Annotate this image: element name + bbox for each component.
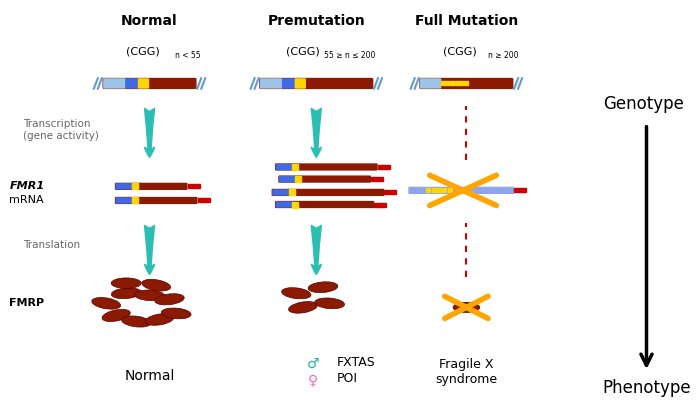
Text: 55 ≥ n ≤ 200: 55 ≥ n ≤ 200 — [325, 51, 376, 60]
Text: (CGG): (CGG) — [126, 47, 160, 57]
Text: POI: POI — [336, 372, 357, 385]
FancyBboxPatch shape — [295, 78, 306, 89]
FancyBboxPatch shape — [279, 175, 371, 183]
Text: mRNA: mRNA — [10, 196, 44, 205]
FancyBboxPatch shape — [260, 78, 283, 89]
Ellipse shape — [315, 298, 345, 309]
Text: Phenotype: Phenotype — [602, 379, 691, 397]
Ellipse shape — [102, 309, 131, 321]
Text: FXTAS: FXTAS — [336, 356, 375, 369]
Ellipse shape — [288, 301, 318, 313]
Ellipse shape — [111, 288, 141, 299]
FancyBboxPatch shape — [275, 163, 378, 171]
FancyBboxPatch shape — [272, 189, 290, 196]
Ellipse shape — [155, 294, 184, 305]
Text: Transcription
(gene activity): Transcription (gene activity) — [23, 119, 98, 141]
FancyBboxPatch shape — [276, 164, 293, 170]
Ellipse shape — [281, 288, 311, 299]
Text: ♂: ♂ — [306, 357, 319, 371]
FancyBboxPatch shape — [103, 78, 197, 89]
FancyBboxPatch shape — [279, 176, 296, 182]
Text: (CGG): (CGG) — [443, 47, 477, 57]
FancyBboxPatch shape — [103, 78, 126, 89]
FancyBboxPatch shape — [115, 183, 188, 190]
Text: n < 55: n < 55 — [175, 51, 200, 60]
FancyBboxPatch shape — [259, 78, 373, 89]
Ellipse shape — [161, 308, 191, 319]
FancyBboxPatch shape — [115, 183, 133, 190]
Text: Full Mutation: Full Mutation — [415, 14, 518, 28]
FancyBboxPatch shape — [115, 197, 198, 204]
Text: FMRP: FMRP — [10, 298, 45, 308]
FancyBboxPatch shape — [272, 189, 385, 196]
Ellipse shape — [453, 302, 480, 312]
Ellipse shape — [91, 297, 121, 309]
Text: Genotype: Genotype — [602, 94, 683, 112]
Ellipse shape — [142, 279, 170, 291]
Text: ♀: ♀ — [308, 373, 318, 387]
FancyBboxPatch shape — [138, 78, 149, 89]
FancyBboxPatch shape — [115, 197, 133, 204]
Text: Normal: Normal — [124, 369, 174, 383]
Ellipse shape — [111, 278, 141, 288]
Text: Premutation: Premutation — [267, 14, 365, 28]
Text: Normal: Normal — [121, 14, 178, 28]
Ellipse shape — [135, 290, 165, 301]
FancyBboxPatch shape — [419, 78, 514, 89]
Text: FMR1: FMR1 — [10, 181, 45, 191]
Text: Fragile X
syndrome: Fragile X syndrome — [436, 358, 498, 386]
Text: Translation: Translation — [23, 240, 80, 250]
FancyBboxPatch shape — [276, 201, 293, 208]
FancyBboxPatch shape — [282, 78, 295, 89]
FancyBboxPatch shape — [275, 201, 374, 208]
Ellipse shape — [145, 314, 174, 325]
Ellipse shape — [308, 282, 338, 292]
FancyBboxPatch shape — [420, 78, 441, 89]
FancyBboxPatch shape — [125, 78, 138, 89]
Text: (CGG): (CGG) — [286, 47, 320, 57]
Ellipse shape — [121, 316, 151, 327]
FancyBboxPatch shape — [408, 187, 514, 194]
Text: n ≥ 200: n ≥ 200 — [488, 51, 518, 60]
